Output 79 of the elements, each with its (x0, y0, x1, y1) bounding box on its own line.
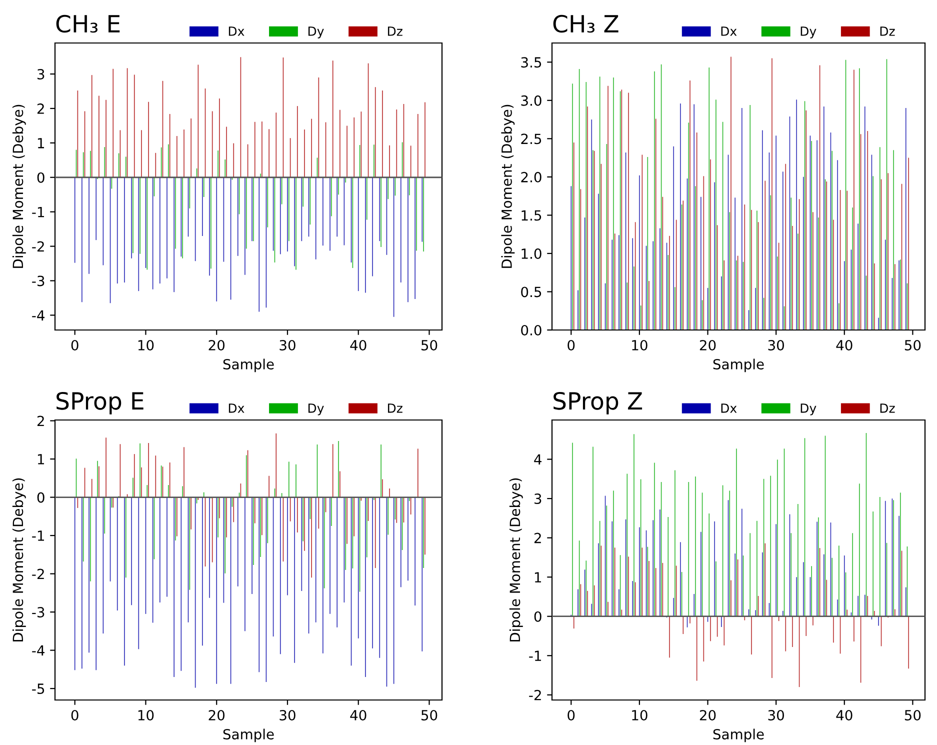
chart-title: CH₃ Z (553, 14, 618, 33)
x-tick-label: 40 (836, 710, 852, 720)
y-tick-label: 0 (37, 172, 44, 183)
x-tick-label: 20 (700, 710, 716, 720)
x-tick-label: 20 (208, 710, 225, 720)
x-tick-label: 30 (280, 340, 296, 350)
y-tick-label: 1 (534, 572, 541, 582)
chart-title: SProp E (56, 392, 144, 414)
x-tick-label: 10 (632, 710, 648, 720)
chart-title: SProp Z (554, 392, 642, 414)
x-tick-label: 50 (904, 340, 921, 350)
y-tick-label: 1.0 (522, 248, 542, 259)
x-tick-label: 10 (138, 340, 154, 350)
y-tick-label: 0 (534, 611, 542, 622)
legend-label: Dx (721, 404, 737, 413)
legend-label: Dz (880, 404, 895, 413)
y-tick-label: -4 (32, 645, 44, 656)
x-tick-label: 0 (568, 710, 575, 720)
y-tick-label: 0.5 (521, 286, 542, 298)
x-tick-label: 40 (836, 340, 852, 350)
legend-label: Dy (800, 404, 816, 416)
y-tick-label: -5 (32, 684, 44, 694)
legend-label: Dx (228, 26, 244, 36)
y-tick-label: -2 (32, 568, 44, 580)
y-tick-label: 4 (534, 454, 542, 465)
x-tick-label: 10 (138, 710, 154, 720)
x-axis-title: Sample (223, 728, 274, 742)
y-tick-label: -3 (32, 276, 44, 286)
y-tick-label: -3 (32, 606, 44, 618)
y-tick-label: 2 (37, 416, 44, 426)
legend-label: Dy (800, 26, 816, 38)
legend-label: Dx (228, 404, 244, 413)
y-axis-title: Dipole Moment (Debye) (12, 104, 26, 268)
y-tick-label: -1 (32, 206, 44, 218)
chart-title: CH₃ E (56, 14, 120, 33)
y-tick-label: 0.0 (521, 324, 542, 336)
x-tick-label: 20 (208, 340, 225, 350)
legend-label: Dy (308, 26, 324, 38)
y-axis-title: Dipole Moment (Debye) (12, 478, 26, 642)
y-tick-label: 2 (37, 103, 44, 114)
x-tick-label: 0 (71, 340, 78, 350)
y-tick-label: 3 (534, 494, 542, 504)
legend-label: Dz (388, 26, 402, 36)
y-tick-label: -4 (32, 310, 44, 320)
x-tick-label: 50 (904, 710, 921, 720)
y-tick-label: 1 (38, 138, 44, 148)
y-tick-label: 3.5 (521, 57, 542, 68)
y-axis-title: Dipole Moment (Debye) (501, 104, 515, 268)
legend-label: Dz (880, 26, 895, 36)
y-tick-label: 3.0 (521, 95, 542, 106)
x-tick-label: 30 (768, 340, 784, 350)
x-tick-label: 10 (632, 340, 648, 350)
legend-label: Dz (388, 404, 402, 413)
x-tick-label: 30 (280, 710, 296, 720)
x-tick-label: 30 (768, 710, 784, 720)
x-axis-title: Sample (223, 358, 274, 372)
x-axis-title: Sample (713, 358, 764, 372)
x-tick-label: 50 (421, 710, 438, 720)
y-tick-label: -2 (32, 241, 44, 252)
y-tick-label: 2.0 (521, 172, 542, 182)
y-tick-label: 2 (534, 532, 541, 544)
y-axis-title: Dipole Moment (Debye) (509, 478, 523, 642)
y-tick-label: 1.5 (522, 210, 542, 221)
x-tick-label: 0 (71, 710, 78, 720)
x-tick-label: 40 (350, 710, 366, 720)
y-tick-label: -1 (529, 650, 541, 661)
legend-label: Dx (721, 26, 737, 36)
legend-label: Dy (308, 404, 324, 416)
y-tick-label: -1 (32, 530, 44, 541)
y-tick-label: 1 (38, 454, 44, 464)
y-tick-label: 2.5 (521, 134, 542, 144)
x-tick-label: 40 (350, 340, 366, 350)
x-tick-label: 50 (421, 340, 438, 350)
x-axis-title: Sample (713, 728, 764, 742)
x-tick-label: 20 (700, 340, 716, 350)
y-tick-label: -2 (529, 690, 541, 700)
x-tick-label: 0 (568, 340, 575, 350)
y-tick-label: 0 (37, 492, 44, 503)
y-tick-label: 3 (38, 68, 44, 80)
